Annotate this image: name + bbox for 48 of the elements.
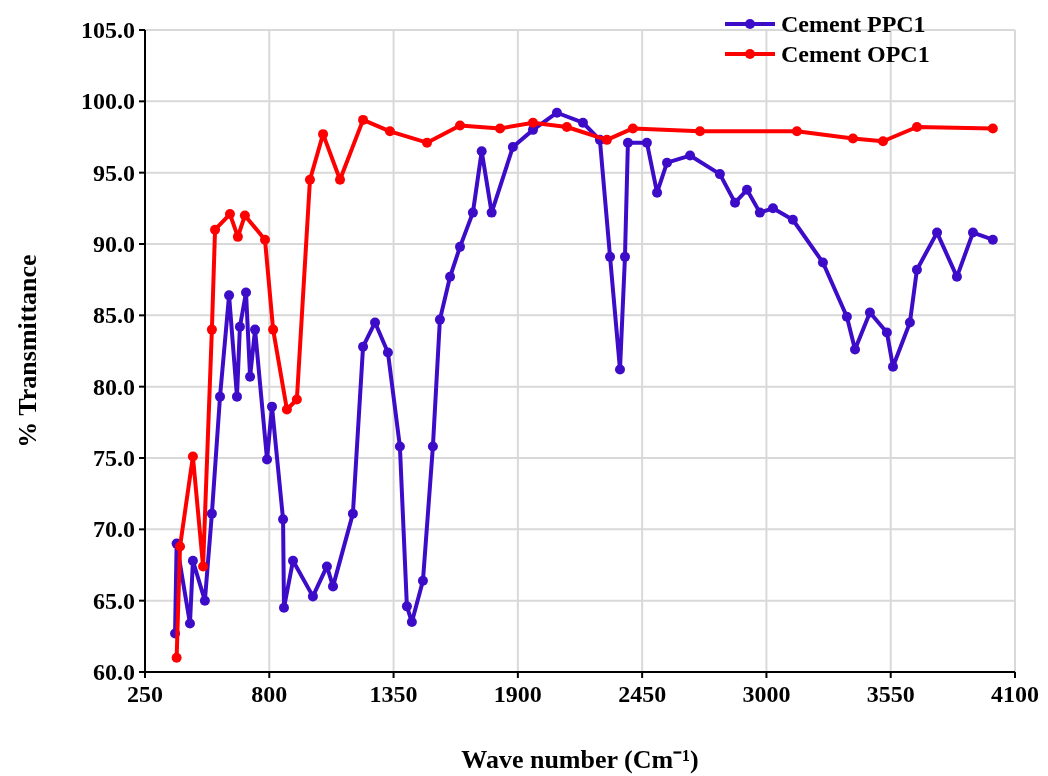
point [239, 210, 250, 221]
legend-label: Cement PPC1 [781, 11, 926, 37]
point [224, 209, 235, 220]
point [561, 122, 572, 133]
point [187, 451, 198, 462]
point [384, 126, 395, 137]
x-tick-label: 4100 [991, 681, 1039, 707]
point [175, 541, 186, 552]
x-tick-label: 800 [251, 681, 288, 707]
y-tick-label: 95.0 [93, 159, 135, 186]
x-tick-label: 1900 [493, 681, 542, 707]
y-tick-label: 90.0 [93, 231, 135, 257]
y-tick-label: 70.0 [93, 516, 135, 543]
point [847, 133, 858, 144]
point [304, 174, 315, 185]
point [291, 394, 302, 405]
y-axis-title: % Transmittance [13, 254, 42, 448]
x-axis-title: Wave number (Cm⁻¹) [461, 745, 699, 774]
point [455, 120, 466, 131]
y-tick-label: 100.0 [81, 88, 135, 115]
point [206, 324, 217, 335]
x-tick-label: 3000 [742, 681, 791, 707]
point [495, 123, 506, 134]
y-tick-label: 80.0 [93, 373, 135, 400]
point [911, 122, 922, 133]
point [528, 117, 538, 128]
y-tick-label: 65.0 [93, 587, 135, 614]
y-tick-label: 105.0 [81, 17, 135, 43]
point [198, 561, 209, 572]
point [694, 126, 705, 137]
point [259, 234, 270, 245]
point [791, 126, 802, 137]
x-tick-label: 1350 [369, 681, 418, 707]
point [422, 137, 433, 148]
point [601, 134, 612, 145]
x-tick-label: 2450 [618, 681, 667, 707]
y-tick-label: 85.0 [93, 302, 135, 329]
point [358, 114, 369, 125]
point [987, 123, 998, 134]
point [878, 136, 889, 147]
legend-label: Cement OPC1 [781, 41, 930, 67]
point [210, 224, 221, 235]
y-tick-label: 75.0 [93, 445, 135, 471]
point [627, 123, 638, 134]
x-tick-label: 3550 [866, 681, 915, 707]
point [281, 404, 292, 415]
point [171, 652, 182, 663]
point [268, 324, 279, 335]
